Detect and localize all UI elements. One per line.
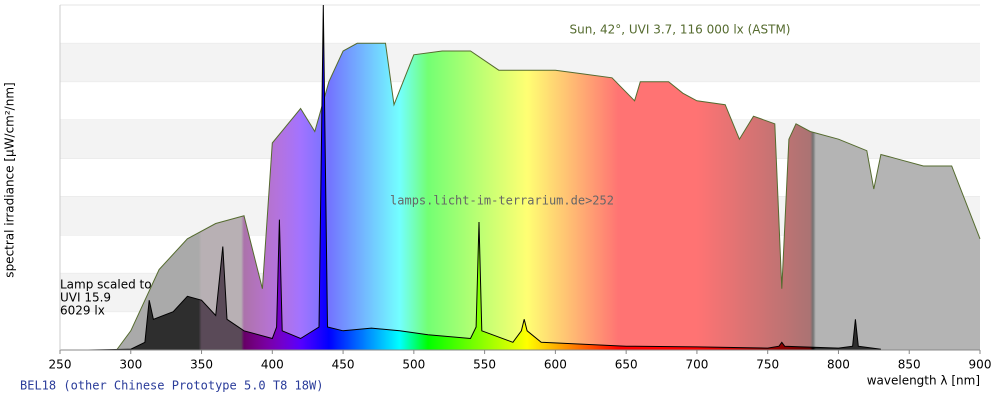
x-tick-label: 900: [969, 358, 992, 372]
annotation: 6029 lx: [60, 304, 105, 318]
subtitle: BEL18 (other Chinese Prototype 5.0 T8 18…: [20, 379, 323, 393]
watermark: lamps.licht-im-terrarium.de>252: [390, 194, 614, 208]
x-tick-label: 450: [332, 358, 355, 372]
x-tick-label: 750: [756, 358, 779, 372]
chart-title: Sun, 42°, UVI 3.7, 116 000 lx (ASTM): [570, 23, 791, 37]
x-tick-label: 400: [261, 358, 284, 372]
x-axis-label: wavelength λ [nm]: [867, 374, 980, 388]
x-tick-label: 500: [402, 358, 425, 372]
sun-line: [116, 42, 981, 351]
lamp-line: [88, 4, 881, 351]
x-tick-label: 600: [544, 358, 567, 372]
x-tick-label: 350: [190, 358, 213, 372]
x-tick-label: 650: [615, 358, 638, 372]
x-tick-label: 250: [49, 358, 72, 372]
x-tick-label: 700: [685, 358, 708, 372]
x-tick-label: 300: [119, 358, 142, 372]
y-axis-label: spectral irradiance [µW/cm²/nm]: [3, 82, 17, 277]
sun-area: [116, 43, 981, 351]
annotation: UVI 15.9: [60, 291, 111, 305]
x-tick-label: 550: [473, 358, 496, 372]
x-tick-label: 800: [827, 358, 850, 372]
x-tick-label: 850: [898, 358, 921, 372]
annotation: Lamp scaled to: [60, 278, 152, 292]
lamp-area: [88, 5, 881, 350]
